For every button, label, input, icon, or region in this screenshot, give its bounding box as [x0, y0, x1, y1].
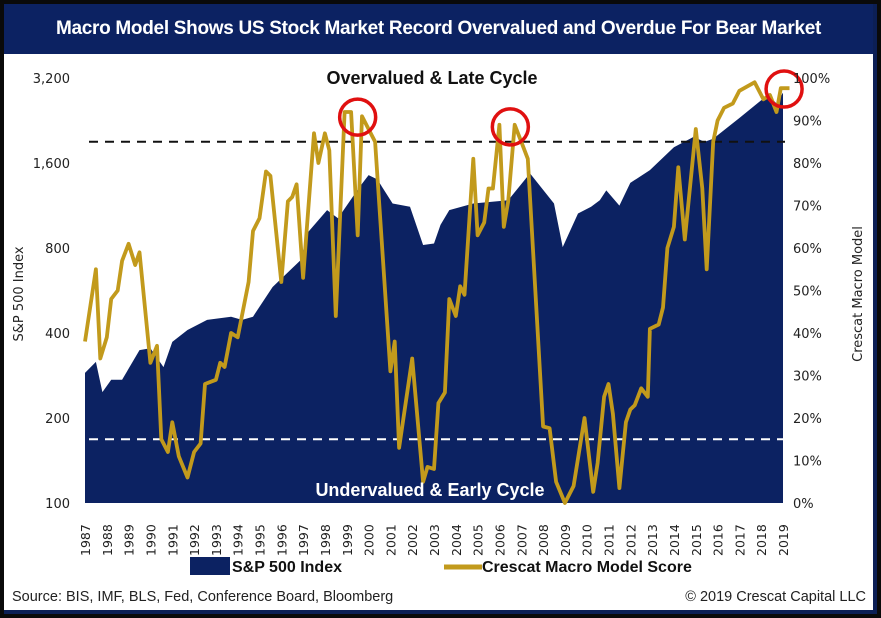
x-tick-label: 2006 [492, 524, 507, 556]
right-tick-label: 30% [793, 370, 822, 385]
x-tick-label: 2005 [471, 524, 486, 556]
x-tick-label: 2019 [776, 524, 791, 556]
lower-annotation: Undervalued & Early Cycle [315, 480, 544, 500]
right-tick-label: 0% [793, 497, 814, 512]
right-tick-label: 100% [793, 72, 830, 87]
right-tick-label: 80% [793, 157, 822, 172]
x-tick-label: 1988 [100, 524, 115, 556]
highlight-circle [337, 97, 378, 137]
right-tick-label: 70% [793, 200, 822, 215]
copyright-note: © 2019 Crescat Capital LLC [685, 589, 866, 605]
right-tick-label: 10% [793, 455, 822, 470]
x-tick-label: 1997 [296, 524, 311, 556]
x-tick-label: 2018 [754, 524, 769, 556]
right-tick-label: 40% [793, 327, 822, 342]
legend: S&P 500 Index Crescat Macro Model Score [190, 557, 692, 576]
left-tick-label: 200 [45, 412, 70, 427]
x-tick-label: 2016 [711, 524, 726, 556]
highlight-circle [764, 69, 804, 109]
x-tick-label: 2001 [383, 524, 398, 556]
x-tick-label: 2007 [514, 524, 529, 556]
chart-card: Macro Model Shows US Stock Market Record… [4, 4, 877, 614]
left-axis-label: S&P 500 Index [12, 246, 27, 341]
x-tick-label: 2009 [558, 524, 573, 556]
legend-swatch-sp500 [190, 557, 230, 575]
x-tick-label: 2000 [362, 524, 377, 556]
x-tick-label: 2017 [732, 524, 747, 556]
x-tick-label: 2013 [645, 524, 660, 556]
left-tick-label: 3,200 [33, 72, 70, 87]
x-tick-label: 1994 [231, 524, 246, 556]
x-tick-label: 1991 [165, 524, 180, 556]
model-score-line [83, 80, 790, 505]
x-tick-label: 2002 [405, 524, 420, 556]
x-tick-label: 1990 [143, 524, 158, 556]
x-tick-label: 1989 [122, 524, 137, 556]
right-tick-label: 90% [793, 115, 822, 130]
chart-title: Macro Model Shows US Stock Market Record… [4, 4, 873, 54]
legend-label-model: Crescat Macro Model Score [482, 559, 692, 576]
x-tick-label: 2008 [536, 524, 551, 556]
chart-svg: 100 200 400 800 1,600 3,200 0% 10% 20% 30% 40% 50%… [12, 68, 866, 605]
x-tick-label: 1998 [318, 524, 333, 556]
source-note: Source: BIS, IMF, BLS, Fed, Conference B… [12, 589, 393, 605]
highlight-circle [490, 107, 531, 147]
sp500-area [85, 92, 783, 503]
x-tick-label: 2004 [449, 524, 464, 556]
x-tick-label: 1993 [209, 524, 224, 556]
left-tick-label: 100 [45, 497, 70, 512]
left-tick-label: 800 [45, 242, 70, 257]
right-axis-label: Crescat Macro Model [851, 226, 866, 362]
legend-label-sp500: S&P 500 Index [232, 559, 342, 576]
x-tick-label: 1999 [340, 524, 355, 556]
x-tick-label: 2003 [427, 524, 442, 556]
left-tick-label: 400 [45, 327, 70, 342]
x-tick-label: 2011 [602, 524, 617, 556]
upper-annotation: Overvalued & Late Cycle [326, 68, 537, 88]
right-tick-label: 20% [793, 412, 822, 427]
x-tick-label: 1992 [187, 524, 202, 556]
x-tick-label: 2012 [623, 524, 638, 556]
left-tick-label: 1,600 [33, 157, 70, 172]
x-tick-label: 2014 [667, 524, 682, 556]
right-tick-label: 60% [793, 242, 822, 257]
x-tick-label: 1995 [253, 524, 268, 556]
right-tick-label: 50% [793, 285, 822, 300]
x-tick-label: 2010 [580, 524, 595, 556]
x-tick-label: 2015 [689, 524, 704, 556]
x-tick-label: 1996 [274, 524, 289, 556]
x-tick-label: 1987 [78, 524, 93, 556]
